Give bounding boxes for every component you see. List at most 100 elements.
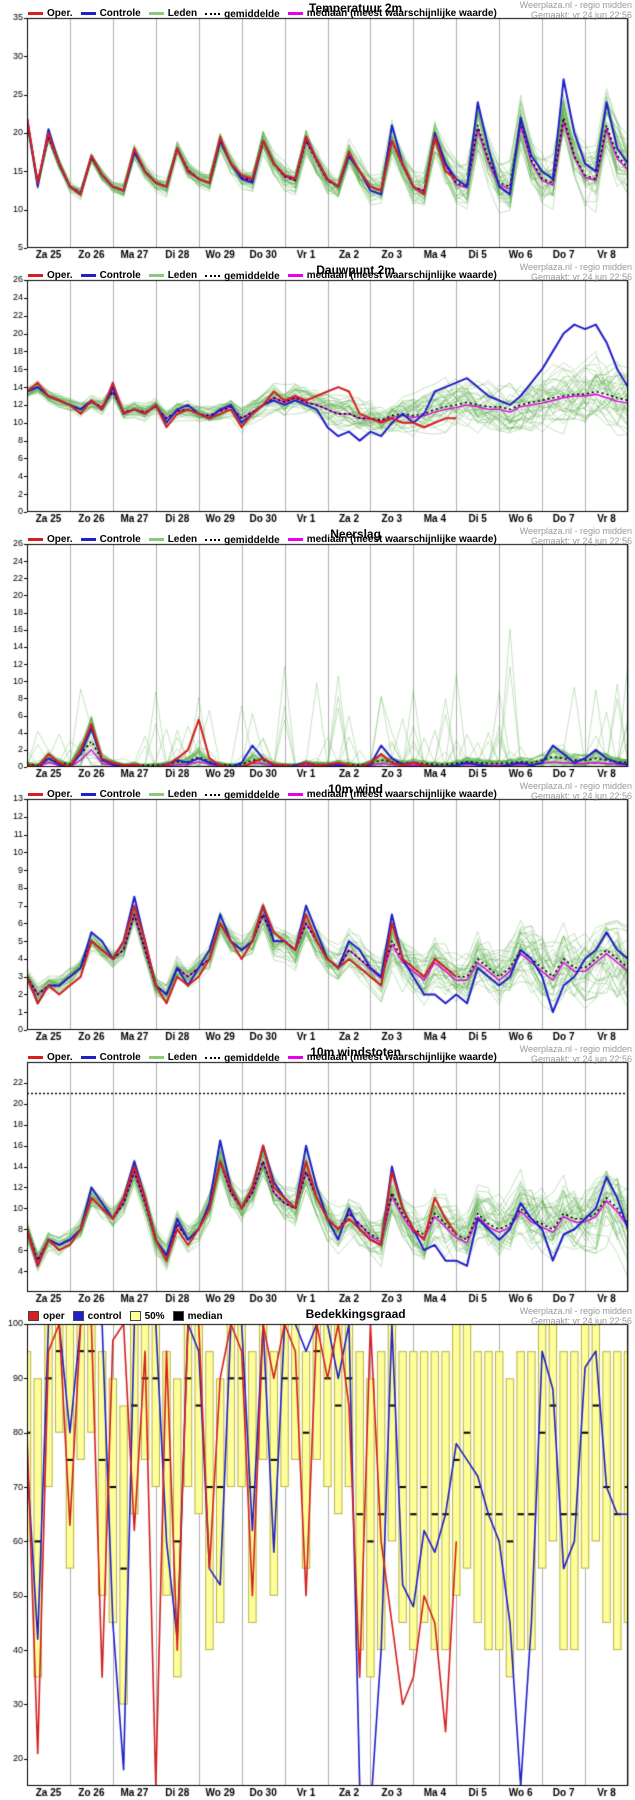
legend-item-mediaan-meest-waarschijnlijke-waarde: mediaan (meest waarschijnlijke waarde)	[287, 789, 497, 800]
legend-label: Controle	[99, 789, 141, 800]
legend-label: Controle	[99, 8, 141, 19]
legend-label: gemiddelde	[224, 534, 280, 546]
legend-label: control	[87, 1310, 122, 1322]
legend-label: Leden	[167, 1052, 198, 1063]
chart-title-dewpoint-2m: Dauwpunt 2m	[316, 263, 395, 277]
watermark-source-text: Weerplaza.nl - regio midden	[519, 781, 632, 791]
watermark-generated-text: Gemaakt: vr 24 jun 22:56	[530, 791, 632, 801]
legend-item-leden: Leden	[148, 270, 198, 281]
legend-temperature-2m: Oper. Controle Leden gemiddelde mediaan (mee…	[28, 2, 505, 20]
legend-item-median: median	[172, 1311, 223, 1322]
watermark: Weerplaza.nl - regio midden Gemaakt: vr …	[520, 1044, 632, 1064]
oper-swatch-icon	[28, 1311, 39, 1321]
watermark-generated-text: Gemaakt: vr 24 jun 22:56	[530, 10, 632, 20]
watermark-generated-text: Gemaakt: vr 24 jun 22:56	[530, 1316, 632, 1326]
chart-title-temperature-2m: Temperatuur 2m	[309, 1, 403, 15]
legend-label: Controle	[99, 270, 141, 281]
legend-label: 50%	[144, 1310, 165, 1322]
legend-label: Controle	[99, 534, 141, 545]
legend-item-gemiddelde: gemiddelde	[205, 790, 280, 801]
legend-label: Leden	[167, 8, 198, 19]
legend-item-mediaan-meest-waarschijnlijke-waarde: mediaan (meest waarschijnlijke waarde)	[287, 1052, 497, 1063]
legend-10m-wind: Oper. Controle Leden gemiddelde mediaan (mee…	[28, 783, 505, 801]
cloud-cover-plot-canvas	[0, 1306, 635, 1800]
watermark-generated-text: Gemaakt: vr 24 jun 22:56	[530, 536, 632, 546]
legend-item-oper: Oper.	[28, 270, 73, 281]
legend-label: mediaan (meest waarschijnlijke waarde)	[306, 1052, 497, 1063]
legend-item-leden: Leden	[148, 534, 198, 545]
legend-label: Oper.	[47, 8, 73, 19]
legend-label: oper	[43, 1310, 65, 1322]
legend-item-gemiddelde: gemiddelde	[205, 9, 280, 20]
watermark-generated-text: Gemaakt: vr 24 jun 22:56	[530, 272, 632, 282]
controle-swatch-icon	[80, 274, 96, 277]
chart-title-10m-wind: 10m wind	[328, 782, 383, 796]
leden-swatch-icon	[148, 12, 164, 15]
legend-item-leden: Leden	[148, 1052, 198, 1063]
legend-label: Leden	[167, 789, 198, 800]
legend-label: Leden	[167, 270, 198, 281]
watermark-source-text: Weerplaza.nl - regio midden	[519, 0, 632, 10]
chart-10m-wind-gusts: Oper. Controle Leden gemiddelde mediaan (mee…	[0, 1044, 635, 1306]
wind-gusts-plot-canvas	[0, 1044, 635, 1306]
oper-swatch-icon	[28, 1056, 43, 1059]
leden-swatch-icon	[148, 793, 164, 796]
legend-item-controle: Controle	[80, 270, 141, 281]
chart-cloud-cover: oper control 50% median Bedekkingsgraad Wee…	[0, 1306, 635, 1800]
watermark: Weerplaza.nl - regio midden Gemaakt: vr …	[520, 262, 632, 282]
legend-item-oper: oper	[28, 1311, 65, 1322]
gemiddelde-swatch-icon	[205, 275, 221, 277]
controle-swatch-icon	[80, 538, 96, 541]
gemiddelde-swatch-icon	[205, 1057, 221, 1059]
chart-precipitation: Oper. Controle Leden gemiddelde mediaan (mee…	[0, 526, 635, 781]
legend-item-oper: Oper.	[28, 1052, 73, 1063]
legend-label: Oper.	[47, 534, 73, 545]
median-swatch-icon	[172, 1311, 184, 1321]
legend-label: gemiddelde	[224, 8, 280, 20]
legend-label: Leden	[167, 534, 198, 545]
watermark-source-text: Weerplaza.nl - regio midden	[519, 262, 632, 272]
controle-swatch-icon	[80, 793, 96, 796]
legend-dewpoint-2m: Oper. Controle Leden gemiddelde mediaan (mee…	[28, 264, 505, 282]
legend-item-controle: Controle	[80, 8, 141, 19]
wind-10m-plot-canvas	[0, 781, 635, 1044]
mediaan-meest-waarschijnlijke-waarde-swatch-icon	[287, 274, 303, 277]
legend-item-gemiddelde: gemiddelde	[205, 1053, 280, 1064]
watermark: Weerplaza.nl - regio midden Gemaakt: vr …	[520, 526, 632, 546]
legend-item-oper: Oper.	[28, 534, 73, 545]
watermark: Weerplaza.nl - regio midden Gemaakt: vr …	[520, 1306, 632, 1326]
legend-10m-wind-gusts: Oper. Controle Leden gemiddelde mediaan (mee…	[28, 1046, 505, 1064]
chart-title-10m-wind-gusts: 10m windstoten	[310, 1045, 401, 1059]
legend-item-mediaan-meest-waarschijnlijke-waarde: mediaan (meest waarschijnlijke waarde)	[287, 8, 497, 19]
legend-item-oper: Oper.	[28, 8, 73, 19]
mediaan-meest-waarschijnlijke-waarde-swatch-icon	[287, 793, 303, 796]
gemiddelde-swatch-icon	[205, 13, 221, 15]
watermark-generated-text: Gemaakt: vr 24 jun 22:56	[530, 1054, 632, 1064]
legend-item-control: control	[72, 1310, 122, 1322]
oper-swatch-icon	[28, 274, 43, 277]
mediaan-meest-waarschijnlijke-waarde-swatch-icon	[287, 538, 303, 541]
leden-swatch-icon	[148, 538, 164, 541]
mediaan-meest-waarschijnlijke-waarde-swatch-icon	[287, 12, 303, 15]
legend-label: Oper.	[47, 789, 73, 800]
chart-10m-wind: Oper. Controle Leden gemiddelde mediaan (mee…	[0, 781, 635, 1044]
controle-swatch-icon	[80, 12, 96, 15]
legend-label: mediaan (meest waarschijnlijke waarde)	[306, 8, 497, 19]
oper-swatch-icon	[28, 538, 43, 541]
chart-temperature-2m: Oper. Controle Leden gemiddelde mediaan (mee…	[0, 0, 635, 262]
leden-swatch-icon	[148, 274, 164, 277]
legend-item-controle: Controle	[80, 1052, 141, 1063]
legend-item-leden: Leden	[148, 789, 198, 800]
watermark: Weerplaza.nl - regio midden Gemaakt: vr …	[520, 0, 632, 20]
gemiddelde-swatch-icon	[205, 794, 221, 796]
legend-item-mediaan-meest-waarschijnlijke-waarde: mediaan (meest waarschijnlijke waarde)	[287, 270, 497, 281]
legend-precipitation: Oper. Controle Leden gemiddelde mediaan (mee…	[28, 528, 505, 546]
mediaan-meest-waarschijnlijke-waarde-swatch-icon	[287, 1056, 303, 1059]
legend-label: Controle	[99, 1052, 141, 1063]
legend-item-controle: Controle	[80, 534, 141, 545]
legend-label: gemiddelde	[224, 789, 280, 801]
dewpoint-2m-plot-canvas	[0, 262, 635, 526]
legend-item-mediaan-meest-waarschijnlijke-waarde: mediaan (meest waarschijnlijke waarde)	[287, 534, 497, 545]
watermark-source-text: Weerplaza.nl - regio midden	[519, 1044, 632, 1054]
control-swatch-icon	[72, 1311, 84, 1321]
